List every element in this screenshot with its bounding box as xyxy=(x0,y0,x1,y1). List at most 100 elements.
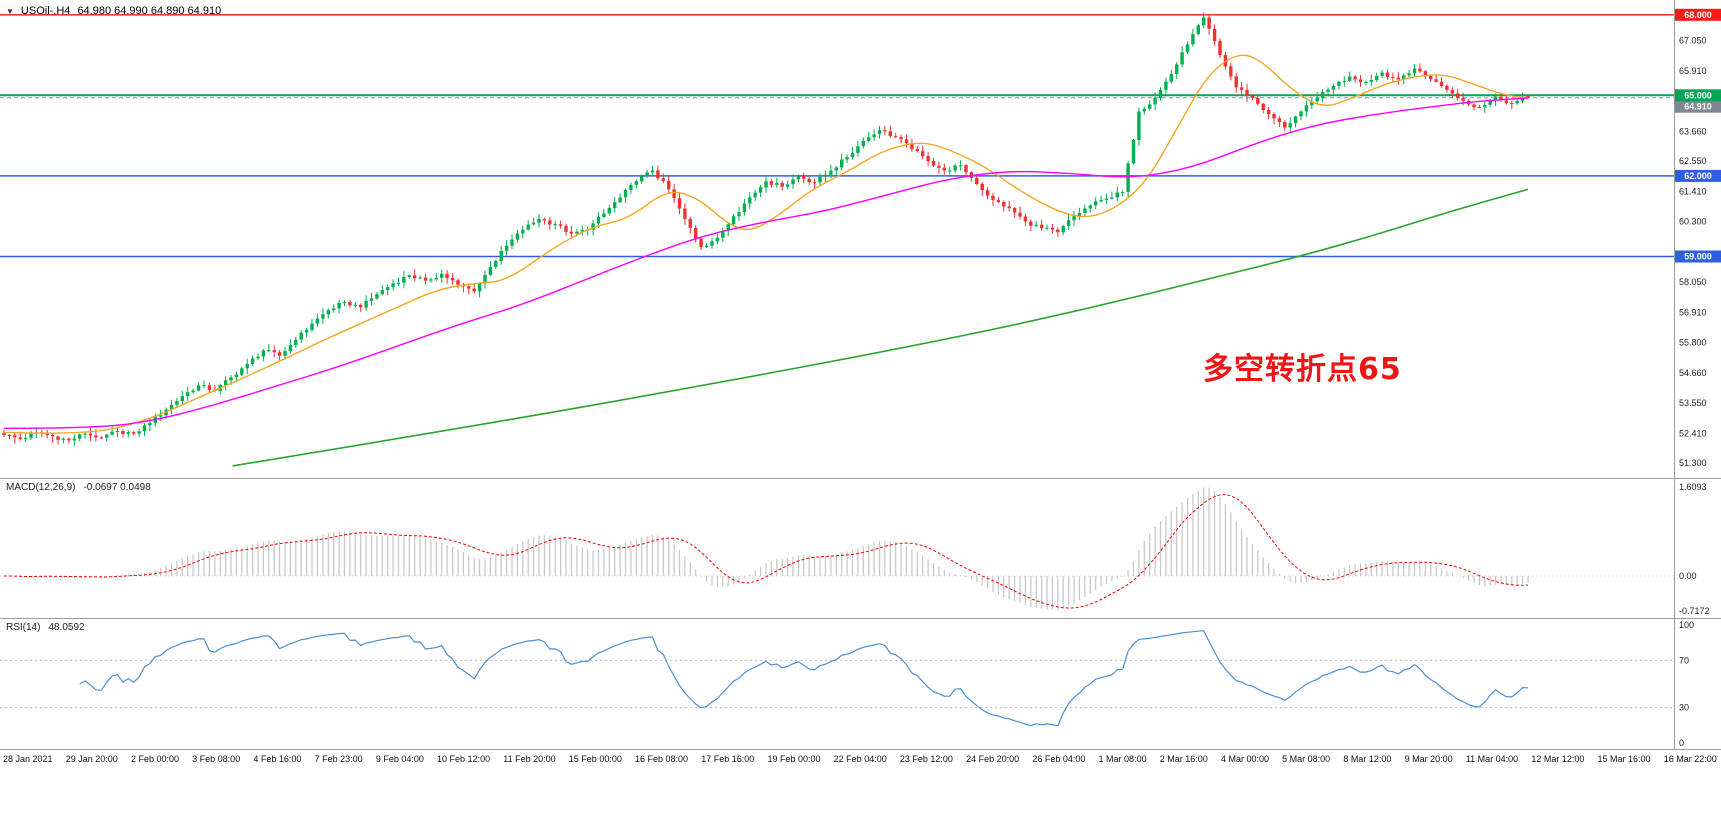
candle xyxy=(1310,98,1314,109)
time-axis-label: 10 Feb 12:00 xyxy=(437,754,491,764)
candle xyxy=(418,275,422,280)
candle xyxy=(1072,211,1076,227)
macd-canvas[interactable]: 1.6093 0.00 -0.7172 xyxy=(0,479,1721,618)
candle xyxy=(558,220,563,229)
candle xyxy=(807,176,811,185)
candle xyxy=(1272,112,1276,125)
candle xyxy=(1407,69,1411,78)
candle xyxy=(391,279,395,291)
rsi-canvas[interactable]: 100 70 30 0 xyxy=(0,619,1721,749)
candle xyxy=(526,220,530,231)
candle xyxy=(488,261,493,276)
candle xyxy=(1348,71,1352,82)
candle xyxy=(105,433,109,442)
time-axis-label: 11 Feb 20:00 xyxy=(503,754,556,764)
price-axis-label: 67.050 xyxy=(1679,35,1707,45)
candle xyxy=(250,355,255,366)
main-chart-canvas[interactable]: 67.050 65.910 63.660 62.550 61.410 60.300 58.0… xyxy=(0,0,1721,478)
candle xyxy=(56,435,60,445)
candle xyxy=(1142,106,1146,115)
candle xyxy=(899,134,903,144)
candle xyxy=(650,165,655,175)
candle xyxy=(494,260,498,269)
price-badge-label: 68.000 xyxy=(1684,10,1712,20)
candle xyxy=(45,429,49,439)
candle xyxy=(758,184,763,198)
candle xyxy=(769,179,774,188)
candle xyxy=(1515,98,1519,105)
macd-axis-label: 1.6093 xyxy=(1679,482,1707,492)
candle xyxy=(1191,28,1195,47)
candle xyxy=(629,182,633,194)
candle xyxy=(1115,186,1119,202)
price-badge-label: 62.000 xyxy=(1684,171,1712,181)
ohlc-values: 64.980 64.990 64.890 64.910 xyxy=(77,5,222,17)
candle xyxy=(423,273,428,285)
candle xyxy=(937,161,941,174)
candle xyxy=(829,164,833,179)
price-axis-label: 60.300 xyxy=(1679,217,1707,227)
candles-layer xyxy=(2,12,1530,446)
candle xyxy=(1137,107,1141,146)
candle xyxy=(1202,12,1206,29)
candle xyxy=(1364,80,1368,86)
candle xyxy=(332,304,336,313)
candle xyxy=(380,285,384,296)
rsi-axis-label: 0 xyxy=(1679,738,1684,748)
candle xyxy=(1418,63,1422,73)
candle xyxy=(223,375,228,391)
candle xyxy=(1104,193,1109,204)
rsi-value: 48.0592 xyxy=(48,622,85,633)
candle xyxy=(369,292,374,306)
candle xyxy=(1439,77,1444,88)
candle xyxy=(132,430,136,436)
candle xyxy=(1088,204,1092,213)
candle xyxy=(710,237,714,249)
candle xyxy=(1158,87,1163,101)
candle xyxy=(867,131,871,143)
candle xyxy=(467,285,471,295)
candle xyxy=(607,204,611,216)
candle xyxy=(515,229,520,243)
candle xyxy=(1380,70,1384,79)
candle xyxy=(1094,197,1098,210)
candle xyxy=(261,349,266,362)
price-badge-label: 59.000 xyxy=(1684,252,1712,262)
price-badge xyxy=(1675,250,1721,263)
candle xyxy=(272,345,276,358)
price-axis-label: 62.550 xyxy=(1679,156,1707,166)
price-badge xyxy=(1675,169,1721,182)
candle xyxy=(1007,201,1011,212)
candle xyxy=(72,434,76,446)
candle xyxy=(553,220,557,230)
candle xyxy=(386,284,390,296)
macd-values: -0.0697 0.0498 xyxy=(83,482,151,493)
time-axis-label: 16 Feb 08:00 xyxy=(635,754,689,764)
candle xyxy=(1326,87,1330,95)
candle xyxy=(1358,75,1363,87)
candle xyxy=(872,129,876,141)
time-axis[interactable]: 28 Jan 2021 29 Jan 20:00 2 Feb 00:00 3 Feb … xyxy=(0,750,1721,772)
candle xyxy=(1391,72,1395,83)
candle xyxy=(1483,100,1487,113)
price-badge xyxy=(1675,100,1721,113)
candle xyxy=(618,193,622,203)
candle xyxy=(537,214,541,228)
candle xyxy=(569,225,574,238)
candle xyxy=(910,138,914,152)
ma-mid-line xyxy=(3,97,1529,429)
candle xyxy=(1029,219,1033,231)
candle xyxy=(83,432,87,439)
candle xyxy=(483,270,487,289)
rsi-label: RSI(14) 48.0592 xyxy=(6,622,85,633)
candle xyxy=(672,183,676,203)
candle xyxy=(240,366,244,377)
time-axis-label: 1 Mar 08:00 xyxy=(1098,754,1147,764)
time-axis-label: 5 Mar 08:00 xyxy=(1282,754,1331,764)
candle xyxy=(196,382,201,392)
candle xyxy=(1369,74,1373,86)
time-axis-label: 9 Mar 20:00 xyxy=(1404,754,1453,764)
candle xyxy=(1288,117,1292,132)
candle xyxy=(823,170,828,183)
candle xyxy=(61,437,66,444)
